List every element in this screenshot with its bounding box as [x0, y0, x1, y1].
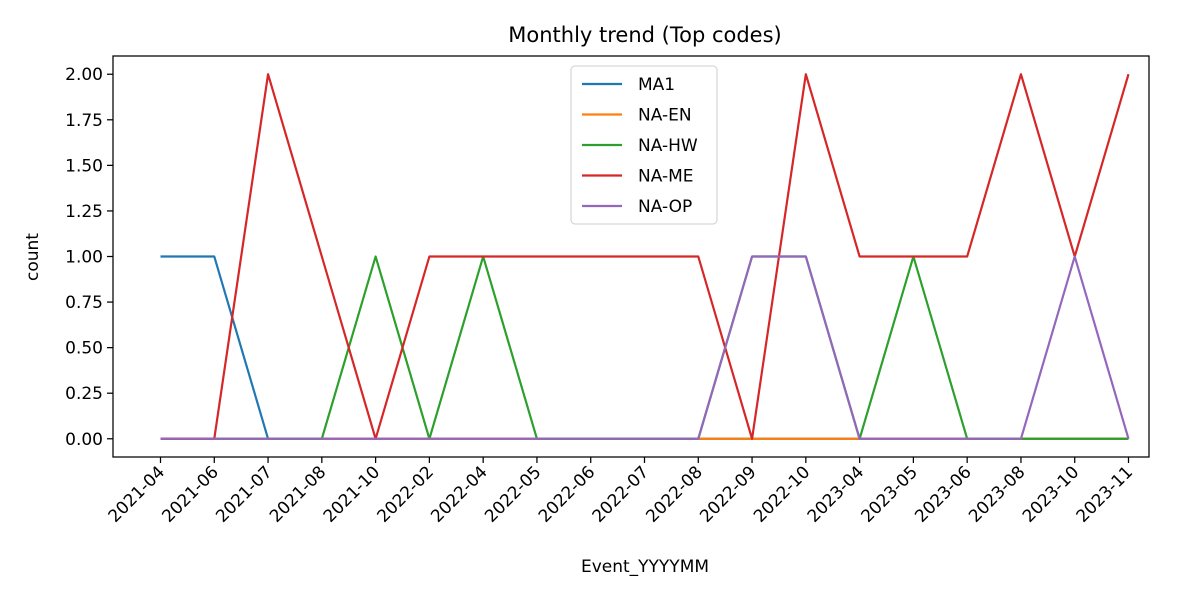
y-tick-label: 1.50: [65, 156, 103, 176]
x-axis: 2021-042021-062021-072021-082021-102022-…: [105, 457, 1137, 527]
x-tick-label: 2023-05: [858, 462, 922, 526]
plot-lines: [160, 73, 1130, 440]
legend-label-na-me: NA-ME: [638, 167, 694, 187]
x-tick-label: 2021-08: [266, 462, 330, 526]
x-tick-label: 2023-06: [911, 462, 975, 526]
x-tick-label: 2023-11: [1073, 462, 1137, 526]
series-line-na-me: [160, 73, 1130, 440]
y-axis: 0.00 0.25 0.50 0.75 1.00 1.25 1.50 1.75 2.00: [65, 65, 113, 450]
y-tick-label: 1.00: [65, 248, 103, 268]
x-tick-label: 2023-10: [1019, 462, 1083, 526]
x-tick-label: 2021-07: [212, 462, 276, 526]
legend-label-na-op: NA-OP: [638, 197, 692, 217]
x-tick-label: 2022-04: [427, 462, 491, 526]
x-tick-label: 2023-08: [965, 462, 1029, 526]
series-line-na-op: [160, 255, 1130, 440]
legend-box: [570, 65, 718, 225]
x-tick-label: 2022-05: [481, 462, 545, 526]
x-tick-label: 2021-10: [320, 462, 384, 526]
legend-label-ma1: MA1: [638, 75, 675, 95]
series-line-ma1: [160, 255, 1129, 440]
y-tick-label: 2.00: [65, 65, 103, 85]
y-tick-label: 1.75: [65, 111, 103, 131]
legend: MA1 NA-EN NA-HW NA-ME NA-OP: [570, 65, 718, 225]
x-tick-label: 2022-07: [589, 462, 653, 526]
y-tick-label: 0.25: [65, 384, 103, 404]
y-tick-label: 0.50: [65, 339, 103, 359]
x-tick-label: 2022-09: [696, 462, 760, 526]
x-tick-label: 2022-02: [374, 462, 438, 526]
series-line-na-hw: [160, 255, 1129, 440]
legend-label-na-hw: NA-HW: [638, 136, 698, 156]
x-tick-label: 2022-10: [750, 462, 814, 526]
legend-label-na-en: NA-EN: [638, 106, 692, 126]
x-tick-label: 2023-04: [804, 462, 868, 526]
x-tick-label: 2022-06: [535, 462, 599, 526]
chart-title: Monthly trend (Top codes): [508, 23, 781, 47]
x-axis-label: Event_YYYYMM: [581, 557, 709, 577]
x-tick-label: 2022-08: [642, 462, 706, 526]
y-tick-label: 0.00: [65, 430, 103, 450]
x-tick-label: 2021-06: [158, 462, 222, 526]
y-axis-label: count: [23, 233, 43, 281]
x-tick-label: 2021-04: [105, 462, 169, 526]
y-tick-label: 0.75: [65, 293, 103, 313]
y-tick-label: 1.25: [65, 202, 103, 222]
